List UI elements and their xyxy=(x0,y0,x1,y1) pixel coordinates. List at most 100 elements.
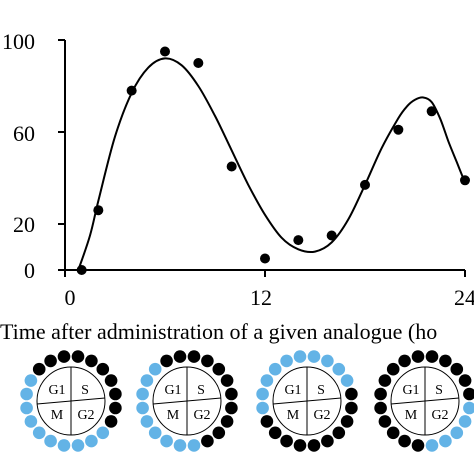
cycle-bead-black xyxy=(425,350,439,363)
cycle-bead-black xyxy=(386,426,400,440)
data-point xyxy=(93,205,104,216)
cycle-bead-black xyxy=(201,354,214,368)
phase-label-g1: G1 xyxy=(402,383,419,398)
cycle-bead-black xyxy=(374,387,387,401)
cycle-bead-black xyxy=(109,401,122,415)
cycle-bead-black xyxy=(293,439,307,452)
cell-cycle-diagram: G1 S M G2 xyxy=(136,350,238,452)
data-point xyxy=(260,253,270,264)
cycle-bead-black xyxy=(57,350,71,363)
cycle-bead-blue xyxy=(450,426,464,440)
cycle-bead-black xyxy=(450,362,464,376)
cycle-bead-black xyxy=(345,387,358,401)
phase-label-g1: G1 xyxy=(284,383,301,398)
cycle-bead-blue xyxy=(148,362,162,376)
phase-label-g2: G2 xyxy=(431,408,448,423)
cycle-bead-black xyxy=(212,362,226,376)
cycle-bead-blue xyxy=(140,415,154,428)
cycle-bead-black xyxy=(411,439,425,452)
data-point xyxy=(360,179,370,190)
data-point xyxy=(326,230,337,241)
phase-label-g2: G2 xyxy=(193,408,210,423)
cycle-bead-black xyxy=(173,350,187,363)
cycle-bead-blue xyxy=(293,350,307,363)
cycle-bead-black xyxy=(307,439,321,452)
cycle-bead-black xyxy=(378,415,392,428)
cell-cycle-diagram: G1 S M G2 xyxy=(256,350,358,452)
data-point xyxy=(393,124,404,135)
y-tick-label-60: 60 xyxy=(13,121,35,146)
x-tick-label-0: 0 xyxy=(65,285,76,310)
cycle-bead-black xyxy=(96,362,110,376)
cycle-bead-black xyxy=(398,354,411,368)
phase-label-s: S xyxy=(197,383,205,398)
cycle-bead-blue xyxy=(24,374,38,387)
cycle-bead-blue xyxy=(136,401,149,415)
data-point xyxy=(293,235,304,246)
phase-label-s: S xyxy=(435,383,443,398)
cycle-bead-blue xyxy=(268,362,282,376)
cycle-bead-black xyxy=(340,415,354,428)
cycle-bead-blue xyxy=(71,439,85,452)
cycle-bead-black xyxy=(386,362,400,376)
cycle-bead-blue xyxy=(24,415,38,428)
cycle-bead-blue xyxy=(160,434,173,448)
cycle-bead-blue xyxy=(20,401,33,415)
data-points xyxy=(76,46,470,275)
cycle-divider-horizontal xyxy=(272,397,342,405)
cycle-bead-black xyxy=(220,415,234,428)
cycle-bead-blue xyxy=(44,434,57,448)
cycle-bead-blue xyxy=(256,387,269,401)
data-point xyxy=(76,265,87,275)
cycle-bead-black xyxy=(378,374,392,387)
cycle-bead-black xyxy=(374,401,387,415)
cycle-bead-black xyxy=(104,374,118,387)
cycle-bead-black xyxy=(71,350,85,363)
cycle-bead-black xyxy=(280,434,293,448)
x-axis-label: Time after administration of a given ana… xyxy=(0,319,437,344)
phase-label-g2: G2 xyxy=(313,408,330,423)
fit-curve xyxy=(77,57,466,271)
cell-cycle-diagram: G1 S M G2 xyxy=(374,350,474,452)
cycle-bead-black xyxy=(212,426,226,440)
cycle-divider-horizontal xyxy=(390,397,460,405)
cycle-bead-black xyxy=(32,362,46,376)
phase-label-m: M xyxy=(287,408,300,423)
cycle-bead-blue xyxy=(140,374,154,387)
x-tick-label-12: 12 xyxy=(250,285,272,310)
cycle-bead-blue xyxy=(20,387,33,401)
cycle-bead-blue xyxy=(332,362,346,376)
cycle-bead-black xyxy=(201,434,214,448)
cycle-bead-blue xyxy=(463,401,474,415)
phase-label-s: S xyxy=(81,383,89,398)
cycle-bead-blue xyxy=(96,426,110,440)
y-tick-label-20: 20 xyxy=(13,212,35,237)
x-tick-label-24: 24 xyxy=(454,285,474,310)
phase-label-s: S xyxy=(317,383,325,398)
cycle-bead-blue xyxy=(148,426,162,440)
ticks xyxy=(58,39,466,277)
cycle-bead-blue xyxy=(187,439,201,452)
phase-label-m: M xyxy=(405,408,418,423)
cycle-bead-black xyxy=(268,426,282,440)
cycle-bead-blue xyxy=(340,374,354,387)
cycle-bead-black xyxy=(411,350,425,363)
phase-label-g1: G1 xyxy=(48,383,65,398)
cycle-bead-blue xyxy=(307,350,321,363)
cycle-bead-black xyxy=(225,401,238,415)
cycle-bead-blue xyxy=(173,439,187,452)
phase-label-m: M xyxy=(51,408,64,423)
cycle-bead-blue xyxy=(280,354,293,368)
y-tick-label-0: 0 xyxy=(24,258,35,283)
cycle-bead-black xyxy=(439,354,452,368)
cycle-bead-black xyxy=(463,387,474,401)
axes xyxy=(64,40,465,271)
cycle-bead-black xyxy=(187,350,201,363)
y-tick-label-100: 100 xyxy=(2,29,35,54)
cycle-bead-blue xyxy=(321,354,334,368)
phase-label-m: M xyxy=(167,408,180,423)
data-point xyxy=(193,58,204,68)
data-point xyxy=(226,161,237,172)
cycle-bead-blue xyxy=(256,401,269,415)
